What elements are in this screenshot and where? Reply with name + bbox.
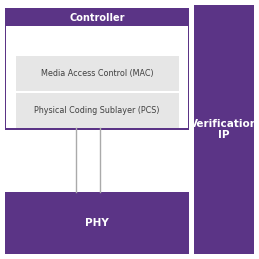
Text: Verification
IP: Verification IP [190,119,258,140]
Text: PHY: PHY [85,218,109,228]
FancyBboxPatch shape [16,56,179,91]
FancyBboxPatch shape [5,8,189,130]
FancyBboxPatch shape [194,5,254,254]
Text: Physical Coding Sublayer (PCS): Physical Coding Sublayer (PCS) [34,106,160,115]
Text: Media Access Control (MAC): Media Access Control (MAC) [41,69,153,78]
FancyBboxPatch shape [5,192,189,254]
Text: Controller: Controller [69,13,125,24]
FancyBboxPatch shape [16,93,179,128]
FancyBboxPatch shape [6,26,188,128]
